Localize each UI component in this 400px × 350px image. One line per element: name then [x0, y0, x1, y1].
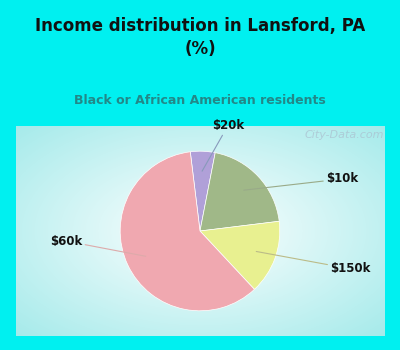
Text: City-Data.com: City-Data.com — [305, 130, 384, 140]
Text: Black or African American residents: Black or African American residents — [74, 94, 326, 107]
Text: $150k: $150k — [256, 251, 370, 275]
Text: Income distribution in Lansford, PA
(%): Income distribution in Lansford, PA (%) — [35, 18, 365, 58]
Wedge shape — [200, 221, 280, 289]
Text: $20k: $20k — [202, 119, 244, 171]
Text: $10k: $10k — [244, 173, 358, 190]
Wedge shape — [200, 153, 279, 231]
Wedge shape — [120, 152, 254, 311]
Wedge shape — [190, 151, 215, 231]
Text: $60k: $60k — [50, 234, 146, 256]
